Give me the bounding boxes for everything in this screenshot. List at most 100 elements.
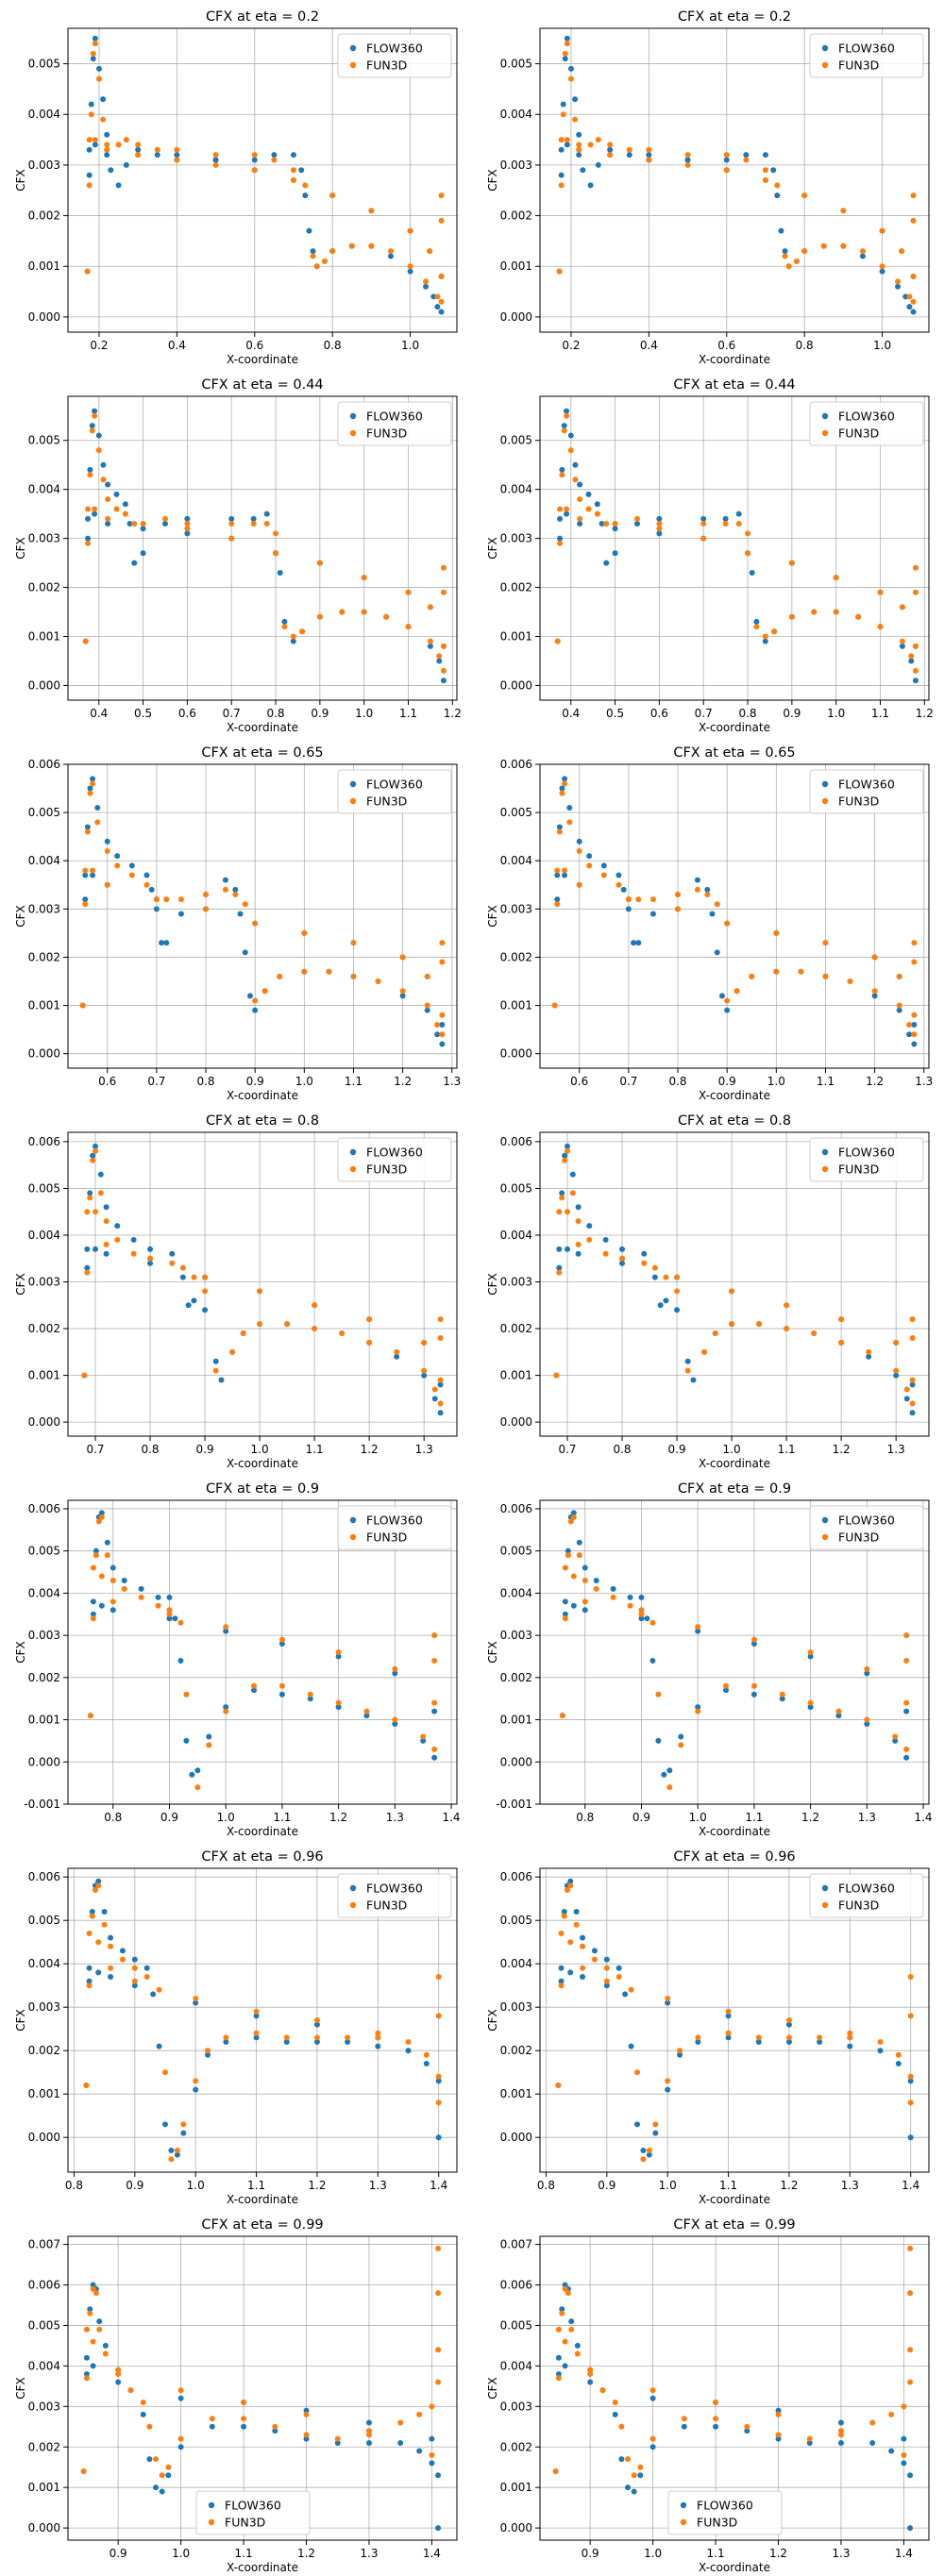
y-tick-label: 0.006 [500, 1870, 532, 1883]
data-point-flow360 [774, 192, 781, 199]
data-point-fun3d [440, 589, 447, 595]
data-point-fun3d [180, 2121, 187, 2128]
data-point-fun3d [908, 653, 915, 660]
data-point-fun3d [437, 1334, 444, 1341]
data-point-flow360 [909, 1381, 916, 1388]
data-point-flow360 [110, 1564, 116, 1571]
data-point-fun3d [84, 828, 91, 835]
data-point-flow360 [310, 248, 316, 255]
x-tick-label: 1.1 [778, 1443, 796, 1456]
data-point-flow360 [184, 530, 191, 537]
x-tick-label: 0.9 [126, 2179, 143, 2192]
data-point-fun3d [600, 872, 607, 878]
data-point-flow360 [206, 1733, 212, 1740]
data-point-flow360 [562, 1598, 568, 1605]
chart-title: CFX at eta = 0.65 [201, 745, 323, 761]
data-point-fun3d [229, 1348, 236, 1355]
data-point-flow360 [785, 2039, 792, 2045]
chart-title: CFX at eta = 0.2 [678, 9, 791, 25]
data-point-fun3d [903, 1657, 910, 1664]
data-point-flow360 [209, 2423, 215, 2430]
x-tick-label: 0.9 [668, 1443, 686, 1456]
data-point-flow360 [421, 1372, 428, 1379]
data-point-flow360 [302, 192, 309, 199]
y-tick-label: 0.005 [500, 434, 532, 447]
data-point-flow360 [104, 152, 110, 159]
data-point-fun3d [168, 2156, 175, 2163]
data-point-fun3d [724, 920, 731, 927]
x-tick-label: 0.8 [324, 339, 342, 352]
y-tick-label: 0.003 [500, 532, 532, 545]
data-point-fun3d [840, 208, 847, 214]
data-point-fun3d [101, 1921, 108, 1928]
data-point-flow360 [634, 2121, 640, 2128]
data-point-fun3d [586, 1236, 593, 1243]
data-point-flow360 [877, 2048, 884, 2054]
data-point-fun3d [674, 1288, 681, 1295]
data-point-flow360 [121, 1577, 127, 1583]
data-point-flow360 [723, 157, 730, 163]
data-point-flow360 [212, 157, 219, 163]
data-point-flow360 [835, 1713, 842, 1719]
data-point-fun3d [638, 1611, 645, 1617]
data-point-fun3d [263, 521, 270, 527]
data-point-flow360 [110, 1607, 116, 1614]
data-point-flow360 [615, 872, 622, 878]
data-points [80, 2245, 442, 2532]
data-point-flow360 [251, 1687, 258, 1694]
data-point-fun3d [251, 152, 258, 159]
y-tick-label: 0.004 [500, 108, 532, 121]
data-point-fun3d [251, 167, 258, 174]
data-point-fun3d [562, 50, 568, 57]
x-axis-label: X-coordinate [227, 2561, 298, 2574]
data-point-fun3d [565, 1209, 571, 1215]
data-point-fun3d [838, 1316, 845, 1323]
data-point-fun3d [555, 2326, 562, 2333]
data-point-fun3d [603, 1978, 610, 1984]
x-tick-label: 1.0 [187, 2179, 205, 2192]
x-tick-label: 0.4 [562, 707, 580, 720]
data-point-fun3d [184, 521, 191, 527]
data-point-fun3d [782, 253, 788, 259]
data-point-fun3d [635, 896, 642, 903]
data-point-flow360 [104, 838, 110, 845]
data-point-flow360 [427, 643, 433, 649]
data-point-flow360 [649, 1657, 656, 1664]
data-point-fun3d [174, 157, 180, 163]
data-point-fun3d [82, 901, 89, 908]
legend-box [195, 2490, 311, 2535]
data-point-fun3d [429, 2451, 435, 2458]
x-tick-label: 1.2 [308, 2179, 326, 2192]
data-point-fun3d [859, 248, 866, 255]
data-point-flow360 [612, 526, 618, 532]
data-point-flow360 [903, 1754, 910, 1761]
data-point-fun3d [375, 2034, 381, 2041]
data-point-flow360 [140, 550, 146, 557]
y-tick-label: 0.005 [500, 1545, 532, 1558]
data-point-flow360 [603, 1982, 610, 1989]
data-point-fun3d [316, 560, 323, 566]
data-point-fun3d [612, 2400, 618, 2406]
data-point-fun3d [745, 530, 751, 537]
data-point-fun3d [312, 1302, 318, 1309]
data-point-flow360 [165, 2472, 172, 2479]
data-point-fun3d [365, 2428, 372, 2434]
data-point-fun3d [424, 973, 430, 979]
data-point-flow360 [556, 1264, 563, 1271]
data-point-fun3d [646, 146, 652, 153]
data-point-fun3d [591, 1956, 598, 1963]
data-point-fun3d [130, 1250, 137, 1257]
data-point-fun3d [793, 258, 800, 264]
data-point-flow360 [561, 1909, 567, 1915]
data-point-flow360 [334, 2439, 341, 2446]
data-point-fun3d [103, 1241, 110, 1247]
data-point-fun3d [568, 2326, 575, 2333]
data-point-flow360 [558, 172, 565, 178]
chart-panel: 0.9 1.0 1.1 1.2 1.3 1.4 0.000 0.001 0.002 0.003 0.… [472, 2208, 944, 2576]
data-point-fun3d [899, 638, 905, 644]
data-point-flow360 [678, 1733, 684, 1740]
y-tick-label: 0.005 [28, 434, 60, 447]
x-tick-label: 1.2 [297, 2547, 315, 2560]
x-tick-label: 0.6 [570, 1075, 588, 1088]
data-points [552, 2245, 914, 2532]
